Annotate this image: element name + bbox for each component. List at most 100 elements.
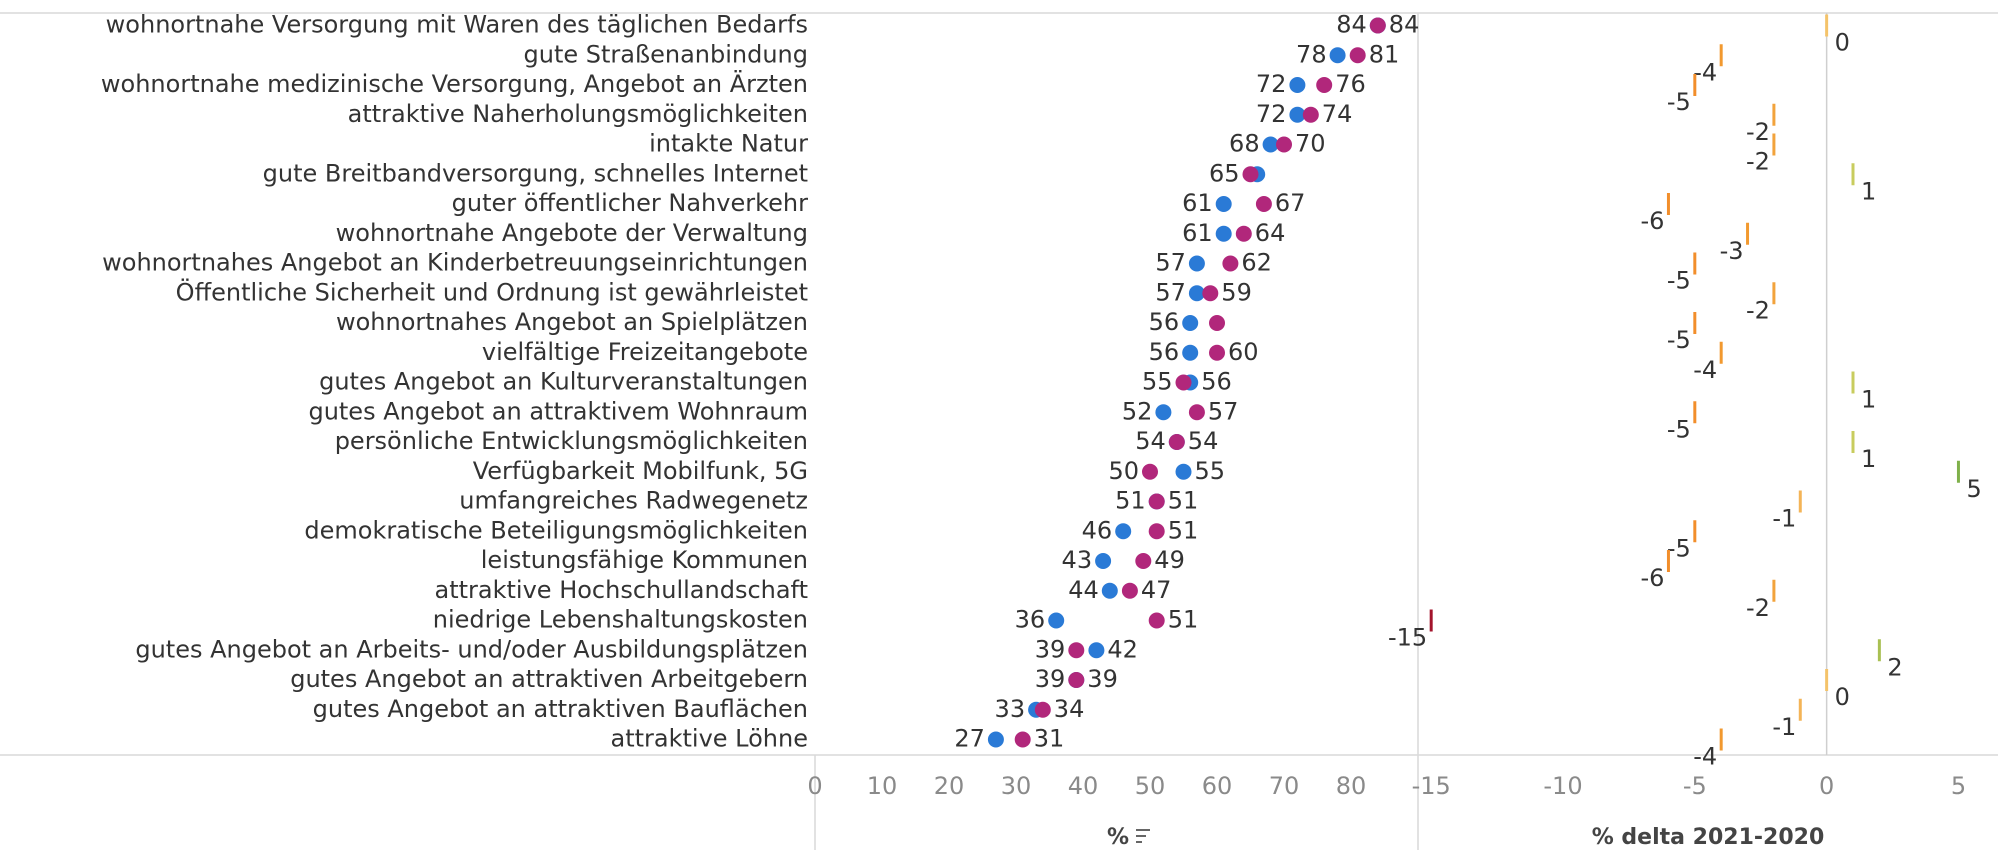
data-label: -5: [1667, 534, 1691, 562]
data-label: 61: [1182, 189, 1213, 217]
data-label: 54: [1135, 427, 1166, 455]
dot: [1316, 77, 1333, 93]
dot: [1034, 701, 1051, 718]
data-label: 46: [1082, 516, 1113, 544]
data-label: 61: [1182, 219, 1213, 247]
dot: [1014, 731, 1031, 748]
data-label: -5: [1667, 88, 1691, 116]
data-label: 0: [1835, 683, 1850, 711]
data-label: 54: [1188, 427, 1219, 455]
data-label: 84: [1389, 11, 1420, 39]
data-label: -5: [1667, 326, 1691, 354]
dot: [1349, 47, 1366, 64]
data-label: 51: [1115, 487, 1146, 515]
dot: [1235, 225, 1252, 242]
data-label: 49: [1154, 546, 1185, 574]
data-label: 72: [1256, 70, 1287, 98]
data-label: 67: [1275, 189, 1306, 217]
category-label: demokratische Beteiligungsmöglichkeiten: [304, 516, 808, 544]
data-label: -6: [1641, 564, 1665, 592]
dot: [1276, 136, 1292, 153]
data-label: -4: [1693, 356, 1717, 384]
category-label: wohnortnahes Angebot an Kinderbetreuungs…: [102, 249, 808, 277]
data-label: -4: [1693, 58, 1717, 86]
x-axis-title: % delta 2021-2020: [1592, 825, 1825, 850]
category-label: attraktive Naherholungsmöglichkeiten: [348, 100, 808, 128]
data-label: 74: [1322, 100, 1353, 128]
data-label: 50: [1108, 457, 1139, 485]
category-label: wohnortnahe medizinische Versorgung, Ang…: [101, 69, 808, 98]
data-label: -6: [1641, 207, 1665, 235]
dot: [1148, 493, 1165, 510]
category-label: gute Straßenanbindung: [524, 40, 808, 68]
category-label: gutes Angebot an Arbeits- und/oder Ausbi…: [135, 635, 808, 663]
dot: [1188, 404, 1205, 421]
category-label: gutes Angebot an attraktiven Arbeitgeber…: [290, 665, 808, 693]
data-label: -2: [1746, 118, 1770, 146]
data-label: 39: [1087, 665, 1118, 693]
category-label: gutes Angebot an attraktiven Bauflächen: [313, 695, 808, 723]
dot: [1148, 612, 1165, 629]
dot: [1289, 106, 1306, 123]
dot: [1302, 106, 1319, 123]
category-label: guter öffentlicher Nahverkehr: [452, 189, 808, 217]
category-label: vielfältige Freizeitangebote: [482, 338, 808, 366]
data-label: -1: [1772, 713, 1796, 741]
data-label: 43: [1062, 546, 1093, 574]
data-label: -15: [1388, 624, 1427, 652]
category-label: Öffentliche Sicherheit und Ordnung ist g…: [176, 277, 808, 306]
data-label: 33: [995, 695, 1026, 723]
dot: [1209, 344, 1225, 361]
data-label: 62: [1241, 249, 1272, 277]
data-label: 60: [1228, 338, 1259, 366]
data-label: 84: [1336, 11, 1367, 39]
data-label: 56: [1201, 368, 1232, 396]
dot: [1289, 77, 1306, 93]
data-label: -5: [1667, 267, 1691, 295]
dot: [1068, 672, 1085, 688]
dot: [1215, 196, 1232, 212]
data-label: 65: [1209, 159, 1240, 187]
data-label: 81: [1369, 40, 1400, 68]
data-label: 70: [1295, 130, 1326, 158]
dot: [1202, 285, 1219, 302]
data-label: 72: [1256, 100, 1287, 128]
x-tick-label: 70: [1269, 772, 1300, 800]
dot: [1121, 582, 1138, 599]
data-label: 27: [954, 725, 985, 753]
x-tick-label: 0: [1819, 772, 1834, 800]
dot: [1101, 582, 1118, 599]
data-label: 2: [1887, 653, 1902, 681]
dot: [1182, 315, 1199, 331]
data-label: 57: [1155, 249, 1186, 277]
data-label: 51: [1168, 516, 1199, 544]
data-label: -4: [1693, 743, 1717, 771]
dot: [1182, 344, 1199, 361]
data-label: 42: [1107, 635, 1138, 663]
data-label: 36: [1015, 606, 1046, 634]
category-label: leistungsfähige Kommunen: [481, 546, 808, 574]
data-label: 5: [1966, 475, 1981, 503]
dot: [1148, 523, 1165, 540]
data-label: 56: [1149, 308, 1180, 336]
data-label: 57: [1155, 278, 1186, 306]
dot: [1242, 166, 1259, 183]
dot: [1115, 523, 1132, 540]
category-label: wohnortnahes Angebot an Spielplätzen: [336, 308, 808, 336]
data-label: 44: [1068, 576, 1099, 604]
data-label: 34: [1054, 695, 1085, 723]
dot: [1155, 404, 1172, 421]
data-label: -2: [1746, 296, 1770, 324]
data-label: 47: [1141, 576, 1172, 604]
category-label: attraktive Löhne: [611, 725, 809, 753]
x-tick-label: -15: [1412, 772, 1451, 800]
category-label: Verfügbarkeit Mobilfunk, 5G: [473, 457, 808, 485]
dot: [1095, 553, 1112, 569]
x-tick-label: 10: [867, 772, 898, 800]
data-label: 78: [1296, 40, 1327, 68]
x-tick-label: -5: [1683, 772, 1707, 800]
sort-icon: [1136, 829, 1150, 843]
x-tick-label: 60: [1202, 772, 1233, 800]
data-label: -3: [1720, 237, 1744, 265]
